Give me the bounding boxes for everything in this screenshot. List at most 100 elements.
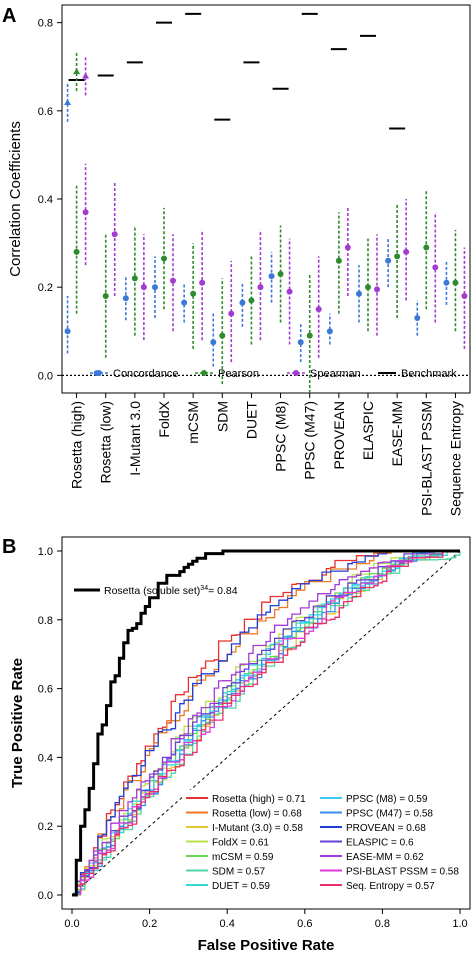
- concordance-i-mutant-3-0-point: [122, 295, 129, 302]
- pearson-foldx-point: [161, 255, 167, 262]
- y-tick-label: 0.6: [38, 106, 53, 118]
- spearman-rosetta-high-point: [82, 209, 89, 216]
- panel-b-axes: 0.0 0.2 0.4 0.6 0.8 1.0 0.0 0.2 0.4 0.6 0.8 1.0: [38, 546, 468, 930]
- concordance-psi-blast-pssm-point: [414, 315, 421, 322]
- legend-ppsc-m47-label: PPSC (M47) = 0.58: [346, 809, 433, 820]
- x-tick-label: 1.0: [452, 918, 467, 930]
- legend-elaspic-label: ELASPIC = 0.6: [346, 838, 414, 849]
- concordance-sequence-entropy-point: [443, 279, 450, 286]
- pearson-sequence-entropy-point: [452, 279, 459, 286]
- spearman-ease-mm-point: [403, 248, 410, 255]
- x-tick-label-psi-blast-pssm: PSI-BLAST PSSM: [418, 401, 434, 516]
- pearson-ppsc-m8-point: [277, 270, 284, 277]
- legend-mcsm-label: mCSM = 0.59: [212, 852, 274, 863]
- pearson-sdm-point: [219, 332, 226, 339]
- spearman-sdm-point: [228, 310, 235, 317]
- spearman-rosetta-low-point: [111, 231, 118, 238]
- legend-benchmark-label: Benchmark: [401, 368, 457, 380]
- roc-curve-reference: [72, 549, 460, 897]
- x-tick-label: 0.0: [64, 918, 79, 930]
- roc-curve-provean: [72, 550, 460, 896]
- x-tick-label-mcsm: mCSM: [185, 401, 201, 444]
- legend-concordance-marker: [96, 370, 102, 376]
- roc-curve-rosetta-low: [72, 550, 460, 896]
- legend-provean-label: PROVEAN = 0.68: [346, 823, 426, 834]
- panel-a-y-axis: 0.0 0.2 0.4 0.6 0.8: [38, 18, 62, 382]
- roc-curve-ease-mm: [72, 550, 460, 896]
- legend-rosetta-high-label: Rosetta (high) = 0.71: [212, 794, 306, 805]
- spearman-sequence-entropy-point: [461, 293, 468, 299]
- x-tick-label-ppsc-m8: PPSC (M8): [273, 401, 289, 472]
- panel-b-ylabel: True Positive Rate: [9, 658, 26, 788]
- y-tick-label: 0.4: [38, 194, 53, 206]
- legend-spearman-label: Spearman: [310, 368, 361, 380]
- x-tick-label-foldx: FoldX: [156, 400, 172, 437]
- panel-b-reference-label: Rosetta (soluble set)34= 0.84: [74, 585, 238, 597]
- legend-rosetta-low-label: Rosetta (low) = 0.68: [212, 809, 302, 820]
- legend-ppsc-m8-label: PPSC (M8) = 0.59: [346, 794, 428, 805]
- x-tick-label-sequence-entropy: Sequence Entropy: [447, 401, 463, 516]
- panel-a-x-tick-labels: Rosetta (high) Rosetta (low) I-Mutant 3.0 F…: [69, 393, 463, 516]
- pearson-i-mutant-3-0-point: [131, 275, 138, 282]
- panel-b-label: B: [2, 536, 16, 558]
- roc-curve-psi-blast-pssm: [72, 550, 460, 896]
- x-tick-label-rosetta-low: Rosetta (low): [98, 401, 114, 483]
- panel-b-xlabel: False Positive Rate: [198, 937, 335, 954]
- roc-curve-sdm: [72, 551, 461, 896]
- x-tick-label-ppsc-m47: PPSC (M47): [302, 401, 318, 480]
- panel-a-chart: Correlation Coefficients 0.0 0.2 0.4 0.6 0.8…: [7, 4, 471, 516]
- concordance-elaspic-point: [356, 290, 362, 297]
- concordance-foldx-point: [152, 284, 158, 291]
- spearman-foldx-point: [170, 277, 176, 284]
- y-tick-label: 0.6: [38, 684, 53, 696]
- concordance-highlight-rosetta-high-point: [64, 99, 72, 105]
- pearson-provean-point: [335, 257, 342, 264]
- y-tick-label: 0.2: [38, 821, 53, 833]
- x-tick-label-ease-mm: EASE-MM: [389, 401, 405, 466]
- y-tick-label: 0.4: [38, 752, 53, 764]
- x-tick-label: 0.6: [297, 918, 312, 930]
- y-tick-label: 1.0: [38, 546, 53, 558]
- concordance-sdm-point: [210, 339, 217, 346]
- x-tick-label-sdm: SDM: [214, 401, 230, 432]
- x-tick-label-elaspic: ELASPIC: [360, 401, 376, 460]
- pearson-rosetta-low-point: [102, 293, 109, 299]
- panel-a-plot-frame: [61, 4, 471, 394]
- y-tick-label: 0.8: [38, 18, 53, 30]
- panel-a-ylabel: Correlation Coefficients: [7, 121, 24, 277]
- x-tick-label: 0.8: [375, 918, 390, 930]
- x-tick-label-provean: PROVEAN: [331, 401, 347, 469]
- concordance-ppsc-m47-point: [297, 339, 304, 346]
- spearman-psi-blast-pssm-point: [432, 264, 439, 271]
- x-tick-label-i-mutant-3-0: I-Mutant 3.0: [127, 401, 143, 476]
- legend-concordance-label: Concordance: [113, 368, 178, 380]
- spearman-ppsc-m47-point: [315, 306, 322, 313]
- pearson-elaspic-point: [365, 284, 371, 291]
- legend-sdm-label: SDM = 0.57: [212, 867, 266, 878]
- pearson-ease-mm-point: [394, 253, 401, 260]
- spearman-i-mutant-3-0-point: [140, 284, 147, 291]
- x-tick-label-duet: DUET: [243, 401, 259, 440]
- diagonal-reference-line: [71, 550, 461, 896]
- concordance-mcsm-point: [181, 299, 188, 306]
- concordance-provean-point: [326, 328, 333, 335]
- panel-b-roc-curves: [72, 549, 461, 897]
- concordance-ppsc-m8-point: [268, 273, 275, 280]
- legend-psi-blast-pssm-label: PSI-BLAST PSSM = 0.58: [346, 867, 459, 878]
- legend-i-mutant-3-0-label: I-Mutant (3.0) = 0.58: [212, 823, 303, 834]
- x-tick-label: 0.2: [142, 918, 157, 930]
- pearson-ppsc-m47-point: [306, 332, 313, 339]
- pearson-highlight-rosetta-high-point: [73, 68, 81, 75]
- legend-pearson-marker: [201, 370, 207, 376]
- y-tick-label: 0.8: [38, 615, 53, 627]
- legend-ease-mm-label: EASE-MM = 0.62: [346, 852, 424, 863]
- spearman-duet-point: [257, 284, 264, 291]
- panel-a-marks: [62, 12, 470, 393]
- x-tick-label: 0.4: [220, 918, 235, 930]
- reference-legend-label: Rosetta (soluble set)34= 0.84: [104, 585, 238, 597]
- spearman-provean-point: [344, 244, 351, 251]
- panel-b-legend: Rosetta (high) = 0.71 Rosetta (low) = 0.6…: [182, 790, 462, 898]
- legend-spearman-marker: [293, 370, 299, 376]
- y-tick-label: 0.2: [38, 282, 53, 294]
